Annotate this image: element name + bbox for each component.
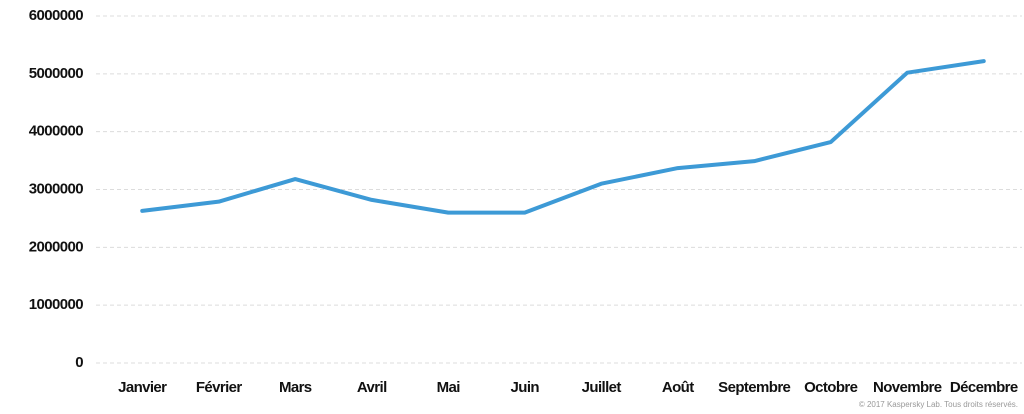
x-tick-label: Décembre bbox=[950, 379, 1018, 396]
x-tick-label: Avril bbox=[357, 379, 387, 396]
y-tick-label: 0 bbox=[75, 354, 83, 371]
x-tick-label: Janvier bbox=[118, 379, 167, 396]
copyright: © 2017 Kaspersky Lab. Tous droits réserv… bbox=[859, 400, 1018, 409]
y-tick-label: 3000000 bbox=[29, 180, 83, 197]
x-tick-label: Mai bbox=[437, 379, 461, 396]
y-tick-label: 1000000 bbox=[29, 296, 83, 313]
x-tick-label: Novembre bbox=[873, 379, 942, 396]
x-tick-label: Août bbox=[662, 379, 694, 396]
x-tick-label: Octobre bbox=[804, 379, 858, 396]
x-tick-label: Septembre bbox=[718, 379, 790, 396]
y-tick-label: 6000000 bbox=[29, 7, 83, 24]
x-tick-label: Février bbox=[196, 379, 243, 396]
y-tick-label: 4000000 bbox=[29, 123, 83, 140]
y-tick-label: 5000000 bbox=[29, 65, 83, 82]
y-tick-label: 2000000 bbox=[29, 238, 83, 255]
x-tick-label: Mars bbox=[279, 379, 312, 396]
x-tick-label: Juillet bbox=[582, 379, 622, 396]
x-tick-label: Juin bbox=[511, 379, 540, 396]
data-line bbox=[140, 59, 986, 215]
